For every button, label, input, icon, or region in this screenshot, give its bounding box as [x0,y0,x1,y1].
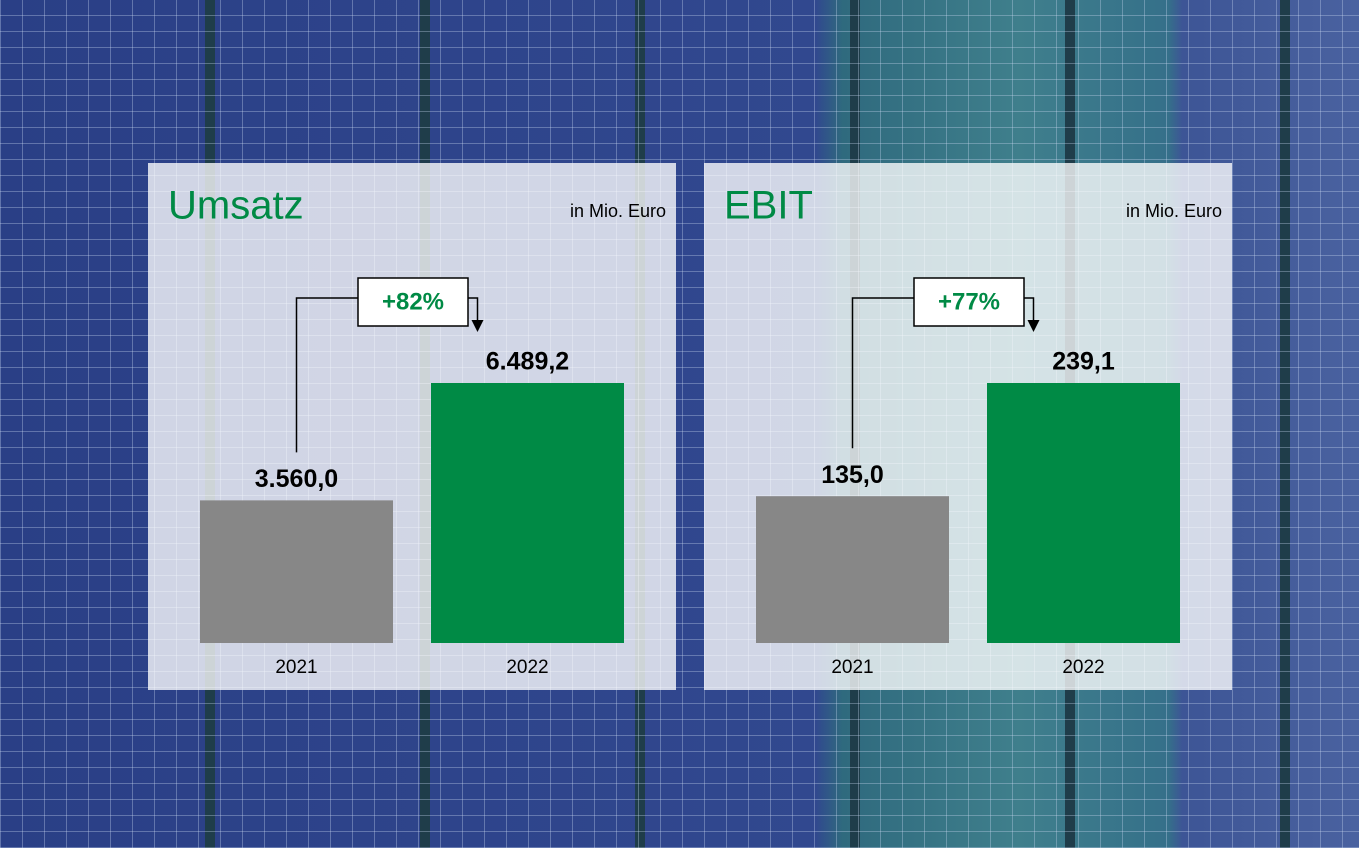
category-label: 2021 [275,657,317,678]
change-label: +77% [938,288,1000,315]
value-label: 135,0 [821,461,884,489]
chart-title: EBIT [724,184,813,228]
value-label: 3.560,0 [255,465,338,493]
bar [756,496,949,643]
page: Umsatz in Mio. Euro 3.560,0 2021 6.489,2 2022… [0,0,1359,848]
category-label: 2021 [831,657,873,678]
chart-title: Umsatz [168,184,304,228]
bar [200,500,393,643]
value-label: 239,1 [1052,348,1115,376]
unit-label: in Mio. Euro [570,201,666,221]
value-label: 6.489,2 [486,348,569,376]
chart-canvas: Umsatz in Mio. Euro 3.560,0 2021 6.489,2 2022… [0,0,1359,848]
unit-label: in Mio. Euro [1126,201,1222,221]
bar [987,383,1180,643]
change-label: +82% [382,288,444,315]
category-label: 2022 [506,657,548,678]
bar [431,383,624,643]
category-label: 2022 [1062,657,1104,678]
